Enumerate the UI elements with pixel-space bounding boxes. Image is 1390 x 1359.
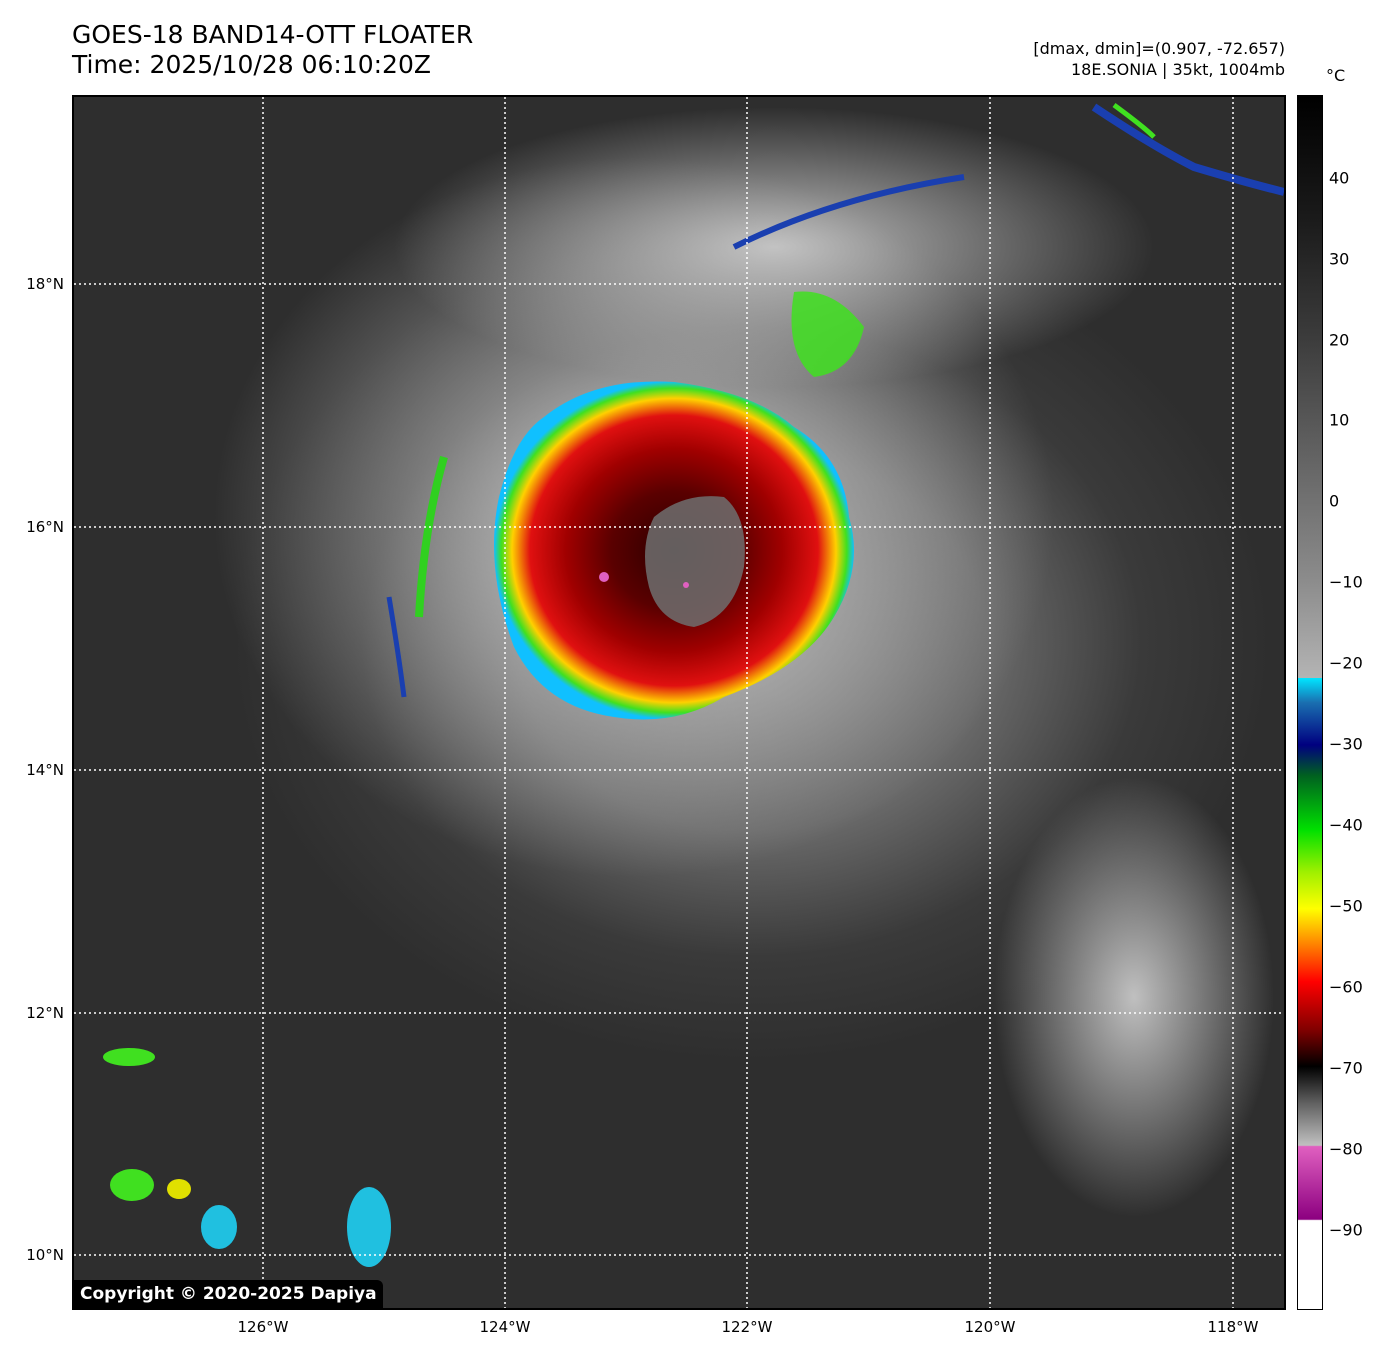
colorbar-tick-minus20: −20	[1329, 653, 1363, 673]
info-line-1: [dmax, dmin]=(0.907, -72.657)	[1033, 39, 1285, 58]
convection-northeast	[1091, 103, 1284, 196]
cloud-east	[994, 777, 1274, 1217]
cell-sw-4	[347, 1187, 391, 1267]
colorbar-tick-20: 20	[1329, 330, 1350, 350]
inner-warm-area	[645, 496, 745, 627]
cloud-shield-north	[394, 107, 1154, 387]
colorbar-tick-minus30: −30	[1329, 734, 1363, 754]
satellite-image: Copyright © 2020-2025 Dapiya	[72, 95, 1286, 1310]
cell-sw-1	[110, 1169, 154, 1201]
convection-northeast-green	[1112, 102, 1156, 139]
satellite-imagery	[74, 97, 1284, 1308]
colorbar-tick-minus50: −50	[1329, 896, 1363, 916]
lat-label-12: 12°N	[26, 1004, 64, 1022]
rainband-northeast	[791, 291, 864, 377]
colorbar-tick-minus80: −80	[1329, 1139, 1363, 1159]
graticule	[74, 97, 1284, 1308]
lat-label-10: 10°N	[26, 1246, 64, 1264]
colorbar-tick-minus40: −40	[1329, 815, 1363, 835]
rainband-northeast-outline	[732, 174, 965, 250]
colorbar-tick-minus70: −70	[1329, 1058, 1363, 1078]
lon-label-118: 118°W	[1207, 1318, 1259, 1336]
title-line-1: GOES-18 BAND14-OTT FLOATER	[72, 20, 474, 49]
cell-sw-3	[103, 1048, 155, 1066]
lon-label-124: 124°W	[479, 1318, 531, 1336]
colorbar-tick-minus10: −10	[1329, 572, 1363, 592]
colorbar-tick-minus90: −90	[1329, 1220, 1363, 1240]
storm-info: [dmax, dmin]=(0.907, -72.657) 18E.SONIA …	[1033, 38, 1285, 80]
overshoot-2	[683, 582, 689, 588]
colorbar-tick-30: 30	[1329, 249, 1350, 269]
cell-sw-5	[201, 1205, 237, 1249]
rainband-west	[415, 455, 448, 618]
copyright-label: Copyright © 2020-2025 Dapiya	[74, 1280, 383, 1308]
map-title: GOES-18 BAND14-OTT FLOATER Time: 2025/10…	[72, 20, 473, 80]
lat-label-16: 16°N	[26, 518, 64, 536]
cell-sw-2	[167, 1179, 191, 1199]
colorbar-tick-minus60: −60	[1329, 977, 1363, 997]
colorbar-tick-40: 40	[1329, 168, 1350, 188]
colorbar	[1297, 95, 1323, 1310]
lat-label-14: 14°N	[26, 761, 64, 779]
info-line-2: 18E.SONIA | 35kt, 1004mb	[1070, 60, 1285, 79]
lat-label-18: 18°N	[26, 275, 64, 293]
rainband-west-2	[386, 596, 407, 698]
lon-label-122: 122°W	[721, 1318, 773, 1336]
colorbar-unit: °C	[1326, 66, 1346, 85]
lon-label-120: 120°W	[964, 1318, 1016, 1336]
overshoot-1	[599, 572, 609, 582]
colorbar-tick-10: 10	[1329, 410, 1350, 430]
lon-label-126: 126°W	[237, 1318, 289, 1336]
title-line-2: Time: 2025/10/28 06:10:20Z	[72, 50, 431, 79]
colorbar-tick-0: 0	[1329, 491, 1340, 511]
